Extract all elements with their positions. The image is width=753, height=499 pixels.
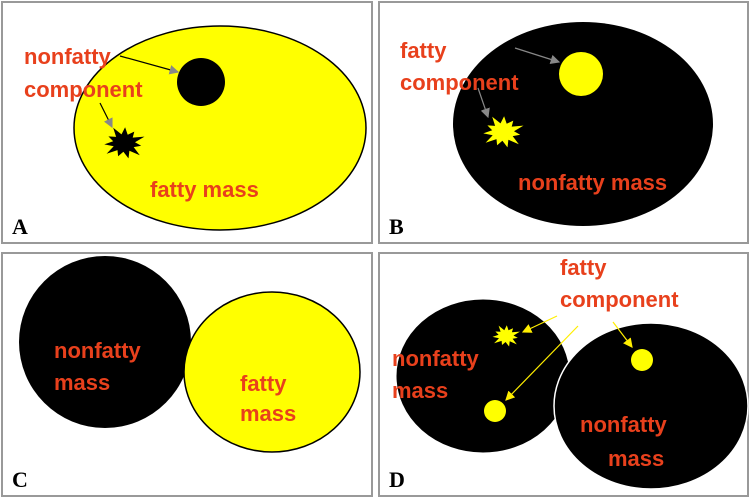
label: nonfatty bbox=[24, 44, 112, 69]
arrow bbox=[521, 315, 558, 333]
panel-letter: D bbox=[389, 467, 405, 492]
label: mass bbox=[240, 401, 296, 426]
arrow bbox=[612, 321, 633, 348]
fatty-component bbox=[559, 52, 603, 96]
label: nonfatty mass bbox=[518, 170, 667, 195]
label: mass bbox=[608, 446, 664, 471]
fatty-mass bbox=[183, 291, 361, 453]
label: mass bbox=[392, 378, 448, 403]
panel-b: fatty component nonfatty mass B bbox=[378, 1, 749, 244]
label: component bbox=[400, 70, 519, 95]
arrow bbox=[99, 102, 113, 129]
nonfatty-component bbox=[104, 127, 145, 159]
label: component bbox=[24, 77, 143, 102]
nonfatty-component bbox=[177, 58, 225, 106]
fatty-component bbox=[484, 400, 506, 422]
nonfatty-mass bbox=[553, 322, 749, 490]
panel-d: fatty component nonfatty mass nonfatty m… bbox=[378, 252, 749, 497]
panel-letter: B bbox=[389, 214, 404, 239]
fatty-component bbox=[631, 349, 653, 371]
fatty-component bbox=[483, 116, 524, 148]
nonfatty-mass bbox=[453, 22, 713, 226]
arrow bbox=[477, 87, 490, 119]
label: nonfatty bbox=[392, 346, 480, 371]
panel-a: nonfatty component fatty mass A bbox=[1, 1, 373, 244]
panel-letter: C bbox=[12, 467, 28, 492]
fatty-mass bbox=[73, 25, 367, 231]
label: nonfatty bbox=[54, 338, 142, 363]
label: nonfatty bbox=[580, 412, 668, 437]
label: fatty bbox=[560, 255, 607, 280]
panel-c: nonfatty mass fatty mass C bbox=[1, 252, 373, 497]
fatty-component bbox=[492, 325, 520, 347]
label: fatty bbox=[240, 371, 287, 396]
arrow bbox=[514, 47, 561, 65]
label: fatty mass bbox=[150, 177, 259, 202]
arrow bbox=[119, 55, 180, 75]
label: fatty bbox=[400, 38, 447, 63]
panel-letter: A bbox=[12, 214, 28, 239]
label: component bbox=[560, 287, 679, 312]
arrow bbox=[505, 325, 579, 401]
nonfatty-mass bbox=[19, 256, 191, 428]
label: mass bbox=[54, 370, 110, 395]
